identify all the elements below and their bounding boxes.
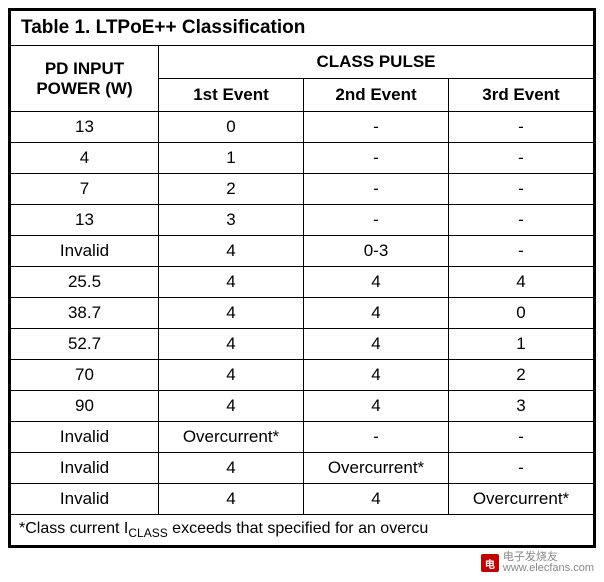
pd-power-cell: 25.5 [11,267,159,297]
event1-cell: 4 [159,453,304,483]
event1-cell: 4 [159,391,304,421]
event3-cell: Overcurrent* [449,484,593,514]
event2-cell: 0-3 [304,236,449,266]
pd-power-cell: Invalid [11,484,159,514]
event1-header: 1st Event [159,79,304,111]
pd-power-cell: 70 [11,360,159,390]
event1-cell: 4 [159,298,304,328]
watermark-line2: www.elecfans.com [503,563,594,574]
table-row: 41-- [11,143,593,174]
event2-cell: 4 [304,484,449,514]
event2-cell: 4 [304,298,449,328]
table-row: 130-- [11,112,593,143]
pd-power-cell: 4 [11,143,159,173]
table-row: InvalidOvercurrent*-- [11,422,593,453]
event1-cell: 1 [159,143,304,173]
event1-cell: 4 [159,236,304,266]
event1-cell: 3 [159,205,304,235]
classification-table: Table 1. LTPoE++ Classification PD INPUT… [8,8,596,548]
event2-cell: - [304,143,449,173]
footnote-suffix: exceeds that specified for an overcu [168,520,429,537]
table-title: Table 1. LTPoE++ Classification [11,11,593,46]
watermark-logo-icon: 电 [481,554,499,572]
event1-cell: 4 [159,329,304,359]
event1-cell: 0 [159,112,304,142]
pd-power-cell: 13 [11,205,159,235]
event2-header: 2nd Event [304,79,449,111]
pd-power-cell: 7 [11,174,159,204]
event2-cell: - [304,112,449,142]
event3-cell: 0 [449,298,593,328]
table-row: Invalid4Overcurrent*- [11,453,593,484]
pd-power-cell: Invalid [11,236,159,266]
class-pulse-header: CLASS PULSE [159,46,593,79]
event3-cell: 3 [449,391,593,421]
event1-cell: Overcurrent* [159,422,304,452]
footnote-prefix: *Class current I [19,520,128,537]
event1-cell: 4 [159,484,304,514]
table-row: 70442 [11,360,593,391]
pd-power-cell: Invalid [11,453,159,483]
event3-cell: - [449,174,593,204]
event2-cell: 4 [304,329,449,359]
event1-cell: 4 [159,267,304,297]
event2-cell: - [304,174,449,204]
pd-header-line2: POWER (W) [15,79,154,99]
event3-cell: - [449,422,593,452]
table-row: 38.7440 [11,298,593,329]
footnote-subscript: CLASS [128,526,167,540]
pd-power-cell: 38.7 [11,298,159,328]
event3-header: 3rd Event [449,79,593,111]
event2-cell: 4 [304,267,449,297]
event3-cell: - [449,143,593,173]
event1-cell: 2 [159,174,304,204]
event2-cell: - [304,422,449,452]
event3-cell: 4 [449,267,593,297]
event1-cell: 4 [159,360,304,390]
event3-cell: 2 [449,360,593,390]
event2-cell: Overcurrent* [304,453,449,483]
table-row: Invalid40-3- [11,236,593,267]
event3-cell: - [449,453,593,483]
pd-power-cell: 90 [11,391,159,421]
event3-cell: - [449,205,593,235]
pd-power-cell: 52.7 [11,329,159,359]
table-row: 25.5444 [11,267,593,298]
pd-power-cell: 13 [11,112,159,142]
table-row: 72-- [11,174,593,205]
table-row: 52.7441 [11,329,593,360]
events-header-row: 1st Event 2nd Event 3rd Event [159,79,593,111]
table-row: 133-- [11,205,593,236]
class-pulse-section: CLASS PULSE 1st Event 2nd Event 3rd Even… [159,46,593,111]
table-row: 90443 [11,391,593,422]
table-row: Invalid44Overcurrent* [11,484,593,515]
table-body: 130--41--72--133--Invalid40-3-25.544438.… [11,112,593,515]
event2-cell: 4 [304,360,449,390]
event3-cell: - [449,236,593,266]
table-header: PD INPUT POWER (W) CLASS PULSE 1st Event… [11,46,593,112]
footnote: *Class current ICLASS exceeds that speci… [11,515,593,545]
event2-cell: - [304,205,449,235]
pd-input-header: PD INPUT POWER (W) [11,46,159,111]
watermark-text: 电子发烧友 www.elecfans.com [503,552,594,574]
event2-cell: 4 [304,391,449,421]
watermark: 电 电子发烧友 www.elecfans.com [481,552,594,574]
pd-power-cell: Invalid [11,422,159,452]
event3-cell: 1 [449,329,593,359]
pd-header-line1: PD INPUT [15,59,154,79]
event3-cell: - [449,112,593,142]
